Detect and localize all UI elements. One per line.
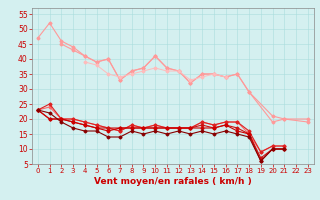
X-axis label: Vent moyen/en rafales ( km/h ): Vent moyen/en rafales ( km/h ) [94, 177, 252, 186]
